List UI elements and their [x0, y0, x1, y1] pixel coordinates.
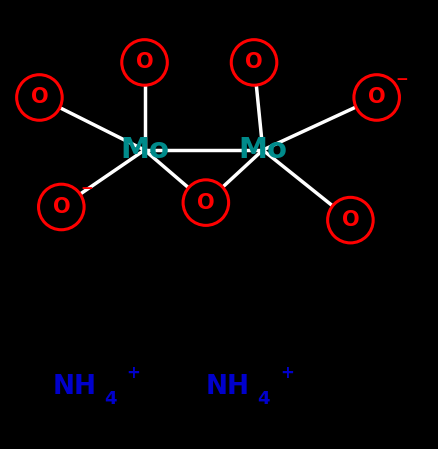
Text: NH: NH	[53, 374, 96, 400]
Circle shape	[231, 40, 277, 85]
Text: O: O	[53, 197, 70, 217]
Text: +: +	[127, 364, 141, 382]
Text: O: O	[197, 193, 215, 212]
Text: NH: NH	[206, 374, 250, 400]
Text: +: +	[280, 364, 294, 382]
Circle shape	[354, 75, 399, 120]
Text: O: O	[136, 53, 153, 72]
Text: −: −	[396, 71, 409, 87]
Circle shape	[183, 180, 229, 225]
Text: O: O	[245, 53, 263, 72]
Text: Mo: Mo	[120, 136, 169, 164]
Text: 4: 4	[258, 390, 270, 408]
Text: O: O	[368, 88, 385, 107]
Text: −: −	[80, 181, 93, 196]
Circle shape	[39, 184, 84, 230]
Text: O: O	[31, 88, 48, 107]
Text: O: O	[342, 210, 359, 230]
Text: Mo: Mo	[238, 136, 287, 164]
Circle shape	[122, 40, 167, 85]
Text: 4: 4	[104, 390, 117, 408]
Circle shape	[328, 198, 373, 243]
Circle shape	[17, 75, 62, 120]
